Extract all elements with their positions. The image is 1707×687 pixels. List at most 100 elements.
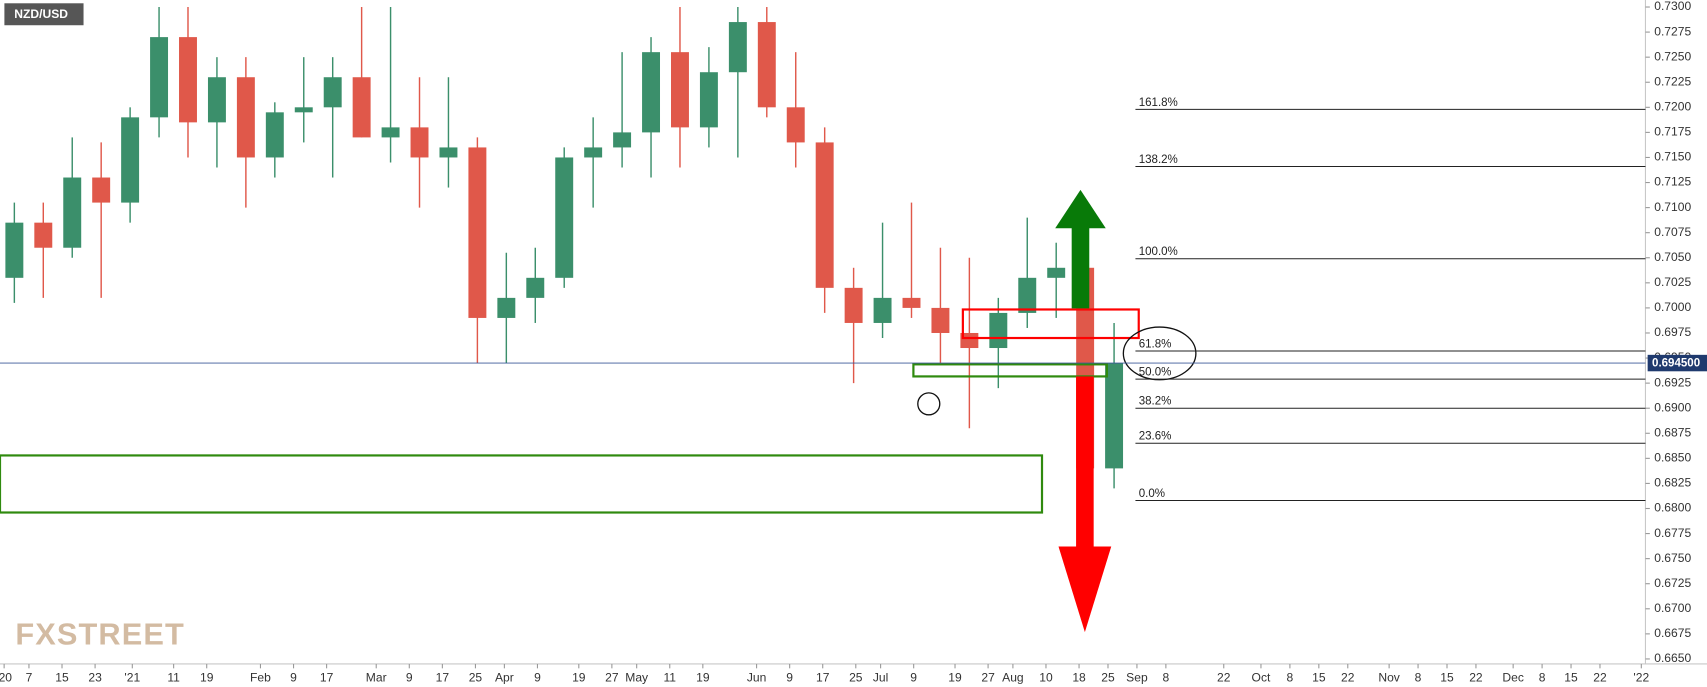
x-tick-label: 25: [849, 670, 863, 684]
candle-body: [323, 77, 342, 108]
fib-label: 38.2%: [1139, 396, 1172, 408]
y-tick-label: 0.7225: [1654, 74, 1691, 88]
fib-label: 23.6%: [1139, 431, 1172, 443]
x-tick-label: 15: [1440, 670, 1454, 684]
down-arrow-shaft: [1076, 376, 1094, 548]
x-tick-label: 15: [1312, 670, 1326, 684]
x-tick-label: 23: [88, 670, 102, 684]
y-tick-label: 0.7050: [1654, 250, 1691, 264]
fib-label: 161.8%: [1139, 97, 1178, 109]
y-tick-label: 0.7175: [1654, 125, 1691, 139]
x-tick-label: 22: [1469, 670, 1483, 684]
ellipse-marker: [1122, 326, 1197, 381]
candle-body: [873, 297, 892, 323]
y-tick-label: 0.6675: [1654, 626, 1691, 640]
x-tick-label: 8: [1539, 670, 1546, 684]
x-tick-label: 9: [290, 670, 297, 684]
x-tick-label: Dec: [1502, 670, 1524, 684]
candle-body: [671, 52, 689, 128]
candle-body: [410, 127, 429, 158]
x-tick-label: 22: [1341, 670, 1355, 684]
candle-body: [236, 77, 255, 158]
x-tick-label: 10: [1039, 670, 1053, 684]
fib-label: 61.8%: [1139, 338, 1172, 350]
x-tick-label: 25: [1101, 670, 1115, 684]
candle-body: [844, 287, 863, 323]
x-tick-label: 17: [436, 670, 450, 684]
candle-body: [63, 177, 82, 248]
y-tick-label: 0.7000: [1654, 300, 1691, 314]
x-tick-label: 11: [663, 670, 676, 684]
x-tick-label: 27: [605, 670, 619, 684]
y-tick-label: 0.6925: [1654, 375, 1691, 389]
annotations: [0, 189, 1197, 633]
chart-title: NZD/USD: [14, 7, 68, 21]
y-tick-label: 0.6725: [1654, 576, 1691, 590]
candle-body: [207, 77, 226, 123]
candle-body: [1047, 267, 1066, 278]
x-tick-label: 9: [910, 670, 917, 684]
candle-body: [381, 127, 400, 138]
title-box: [4, 3, 84, 26]
y-tick-label: 0.6800: [1654, 501, 1691, 515]
candle-body: [352, 77, 371, 138]
candle-body: [728, 22, 747, 73]
x-tick-label: 9: [786, 670, 793, 684]
candle-body: [613, 132, 632, 148]
x-tick-label: 19: [572, 670, 586, 684]
x-tick-label: May: [625, 670, 649, 684]
y-tick-label: 0.6900: [1654, 400, 1691, 414]
candle-body: [757, 22, 776, 108]
candle-body: [294, 107, 313, 113]
down-arrow-head: [1058, 546, 1112, 633]
y-tick-label: 0.6850: [1654, 451, 1691, 465]
candle-body: [699, 72, 718, 128]
x-tick-label: Jun: [747, 670, 766, 684]
x-tick-label: 17: [816, 670, 830, 684]
x-tick-label: 8: [1163, 670, 1170, 684]
x-tick-label: 15: [55, 670, 69, 684]
candle-body: [931, 307, 950, 333]
candle-body: [34, 222, 53, 248]
x-tick-label: 7: [26, 670, 33, 684]
y-tick-label: 0.6700: [1654, 601, 1691, 615]
last-price-box: [1647, 354, 1707, 372]
x-tick-label: Jul: [873, 670, 888, 684]
candle-body: [497, 297, 516, 318]
candle-body: [1105, 363, 1124, 469]
overlay: 161.8% 138.2% 100.0% 61.8% 50.0% 38.2% 23.6% 0.…: [0, 97, 1707, 501]
fib-label: 50.0%: [1139, 367, 1172, 379]
candle-body: [815, 142, 834, 288]
up-arrow-shaft: [1071, 227, 1090, 309]
candle-body: [642, 52, 661, 133]
candle-body: [468, 147, 487, 318]
watermark: FXSTREET: [15, 617, 185, 652]
up-arrow-head: [1055, 189, 1106, 229]
candle-body: [902, 297, 921, 308]
y-tick-label: 0.6875: [1654, 425, 1691, 439]
x-tick-label: '21: [124, 670, 140, 684]
x-tick-label: 8: [1287, 670, 1294, 684]
y-tick-label: 0.7075: [1654, 225, 1691, 239]
candle-body: [179, 37, 197, 123]
candle-body: [121, 117, 140, 203]
y-tick-label: 0.6775: [1654, 526, 1691, 540]
last-price-label: 0.694500: [1652, 358, 1700, 370]
candle-body: [555, 157, 574, 278]
candle-body: [150, 37, 169, 118]
y-tick-label: 0.7125: [1654, 175, 1691, 189]
x-tick-label: Nov: [1378, 670, 1400, 684]
resistance-zone: [961, 308, 1140, 340]
x-tick-label: 17: [320, 670, 334, 684]
x-tick-label: 22: [1593, 670, 1607, 684]
x-tick-label: 19: [948, 670, 962, 684]
x-tick-label: 22: [1217, 670, 1231, 684]
x-tick-label: 18: [1072, 670, 1086, 684]
circle-marker: [917, 392, 941, 416]
y-tick-label: 0.7250: [1654, 49, 1691, 63]
x-tick-label: 8: [1415, 670, 1422, 684]
x-tick-label: Feb: [250, 670, 271, 684]
y-tick-label: 0.7025: [1654, 275, 1691, 289]
fib-label: 0.0%: [1139, 488, 1165, 500]
